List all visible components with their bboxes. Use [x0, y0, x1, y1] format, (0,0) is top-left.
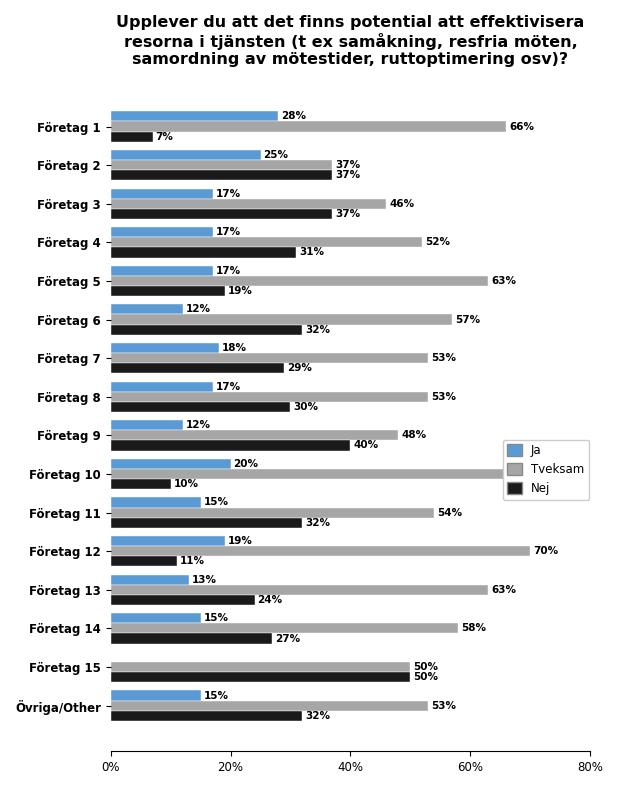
Text: 13%: 13% — [192, 574, 217, 585]
Bar — [111, 421, 183, 430]
Bar — [111, 122, 506, 132]
Text: 46%: 46% — [389, 199, 415, 209]
Text: 17%: 17% — [216, 266, 240, 276]
Text: 12%: 12% — [185, 421, 211, 430]
Text: 57%: 57% — [455, 315, 480, 324]
Text: 37%: 37% — [336, 170, 360, 180]
Bar — [111, 402, 290, 412]
Text: 69%: 69% — [527, 469, 552, 479]
Text: 20%: 20% — [234, 459, 258, 469]
Bar — [111, 160, 332, 170]
Bar — [111, 248, 297, 257]
Bar — [111, 286, 224, 296]
Bar — [111, 391, 428, 402]
Bar — [111, 613, 201, 623]
Text: 32%: 32% — [305, 711, 331, 720]
Bar — [111, 199, 386, 209]
Text: 63%: 63% — [491, 276, 516, 286]
Text: 10%: 10% — [174, 479, 198, 489]
Bar — [111, 209, 332, 219]
Text: 53%: 53% — [431, 701, 456, 711]
Text: 29%: 29% — [287, 363, 312, 373]
Text: 30%: 30% — [294, 402, 318, 412]
Bar — [111, 662, 410, 672]
Bar — [111, 150, 261, 160]
Bar — [111, 507, 434, 518]
Text: 32%: 32% — [305, 518, 331, 528]
Bar — [111, 623, 458, 634]
Legend: Ja, Tveksam, Nej: Ja, Tveksam, Nej — [502, 439, 589, 500]
Bar — [111, 353, 428, 363]
Bar — [111, 711, 302, 721]
Text: 31%: 31% — [300, 248, 324, 257]
Bar — [111, 305, 183, 315]
Bar — [111, 111, 279, 122]
Bar — [111, 479, 171, 489]
Text: 58%: 58% — [461, 623, 486, 634]
Text: 66%: 66% — [509, 122, 534, 132]
Text: 15%: 15% — [203, 613, 229, 623]
Bar — [111, 132, 153, 142]
Bar — [111, 556, 177, 567]
Text: 25%: 25% — [263, 150, 289, 160]
Text: 18%: 18% — [222, 343, 247, 353]
Title: Upplever du att det finns potential att effektivisera
resorna i tjänsten (t ex s: Upplever du att det finns potential att … — [116, 15, 585, 67]
Text: 37%: 37% — [336, 209, 360, 219]
Bar — [111, 440, 350, 451]
Bar — [111, 574, 188, 585]
Text: 11%: 11% — [180, 556, 205, 567]
Text: 50%: 50% — [413, 672, 438, 682]
Bar — [111, 363, 284, 373]
Bar — [111, 276, 488, 286]
Text: 7%: 7% — [156, 132, 174, 141]
Text: 19%: 19% — [227, 286, 252, 296]
Text: 70%: 70% — [533, 546, 558, 556]
Bar — [111, 672, 410, 682]
Bar — [111, 595, 255, 605]
Text: 53%: 53% — [431, 392, 456, 402]
Bar — [111, 585, 488, 595]
Bar — [111, 518, 302, 528]
Bar — [111, 546, 530, 556]
Bar — [111, 430, 399, 440]
Bar — [111, 315, 452, 324]
Text: 37%: 37% — [336, 160, 360, 170]
Bar — [111, 382, 213, 391]
Bar — [111, 189, 213, 199]
Text: 63%: 63% — [491, 585, 516, 595]
Bar — [111, 170, 332, 180]
Text: 48%: 48% — [401, 430, 426, 440]
Text: 19%: 19% — [227, 536, 252, 546]
Bar — [111, 324, 302, 335]
Text: 15%: 15% — [203, 498, 229, 507]
Bar — [111, 459, 231, 469]
Text: 17%: 17% — [216, 189, 240, 199]
Bar — [111, 701, 428, 711]
Text: 12%: 12% — [185, 305, 211, 315]
Bar — [111, 227, 213, 237]
Text: 50%: 50% — [413, 662, 438, 672]
Bar — [111, 343, 219, 353]
Text: 40%: 40% — [353, 440, 378, 451]
Text: 17%: 17% — [216, 382, 240, 391]
Bar — [111, 497, 201, 507]
Text: 17%: 17% — [216, 227, 240, 237]
Bar — [111, 469, 524, 479]
Text: 32%: 32% — [305, 324, 331, 335]
Text: 53%: 53% — [431, 353, 456, 363]
Bar — [111, 634, 273, 644]
Text: 54%: 54% — [438, 507, 462, 518]
Bar — [111, 690, 201, 701]
Text: 15%: 15% — [203, 690, 229, 701]
Text: 52%: 52% — [425, 237, 451, 247]
Bar — [111, 266, 213, 276]
Bar — [111, 536, 224, 546]
Text: 28%: 28% — [281, 111, 307, 122]
Text: 24%: 24% — [258, 595, 282, 605]
Bar — [111, 237, 422, 248]
Text: 27%: 27% — [276, 634, 300, 644]
